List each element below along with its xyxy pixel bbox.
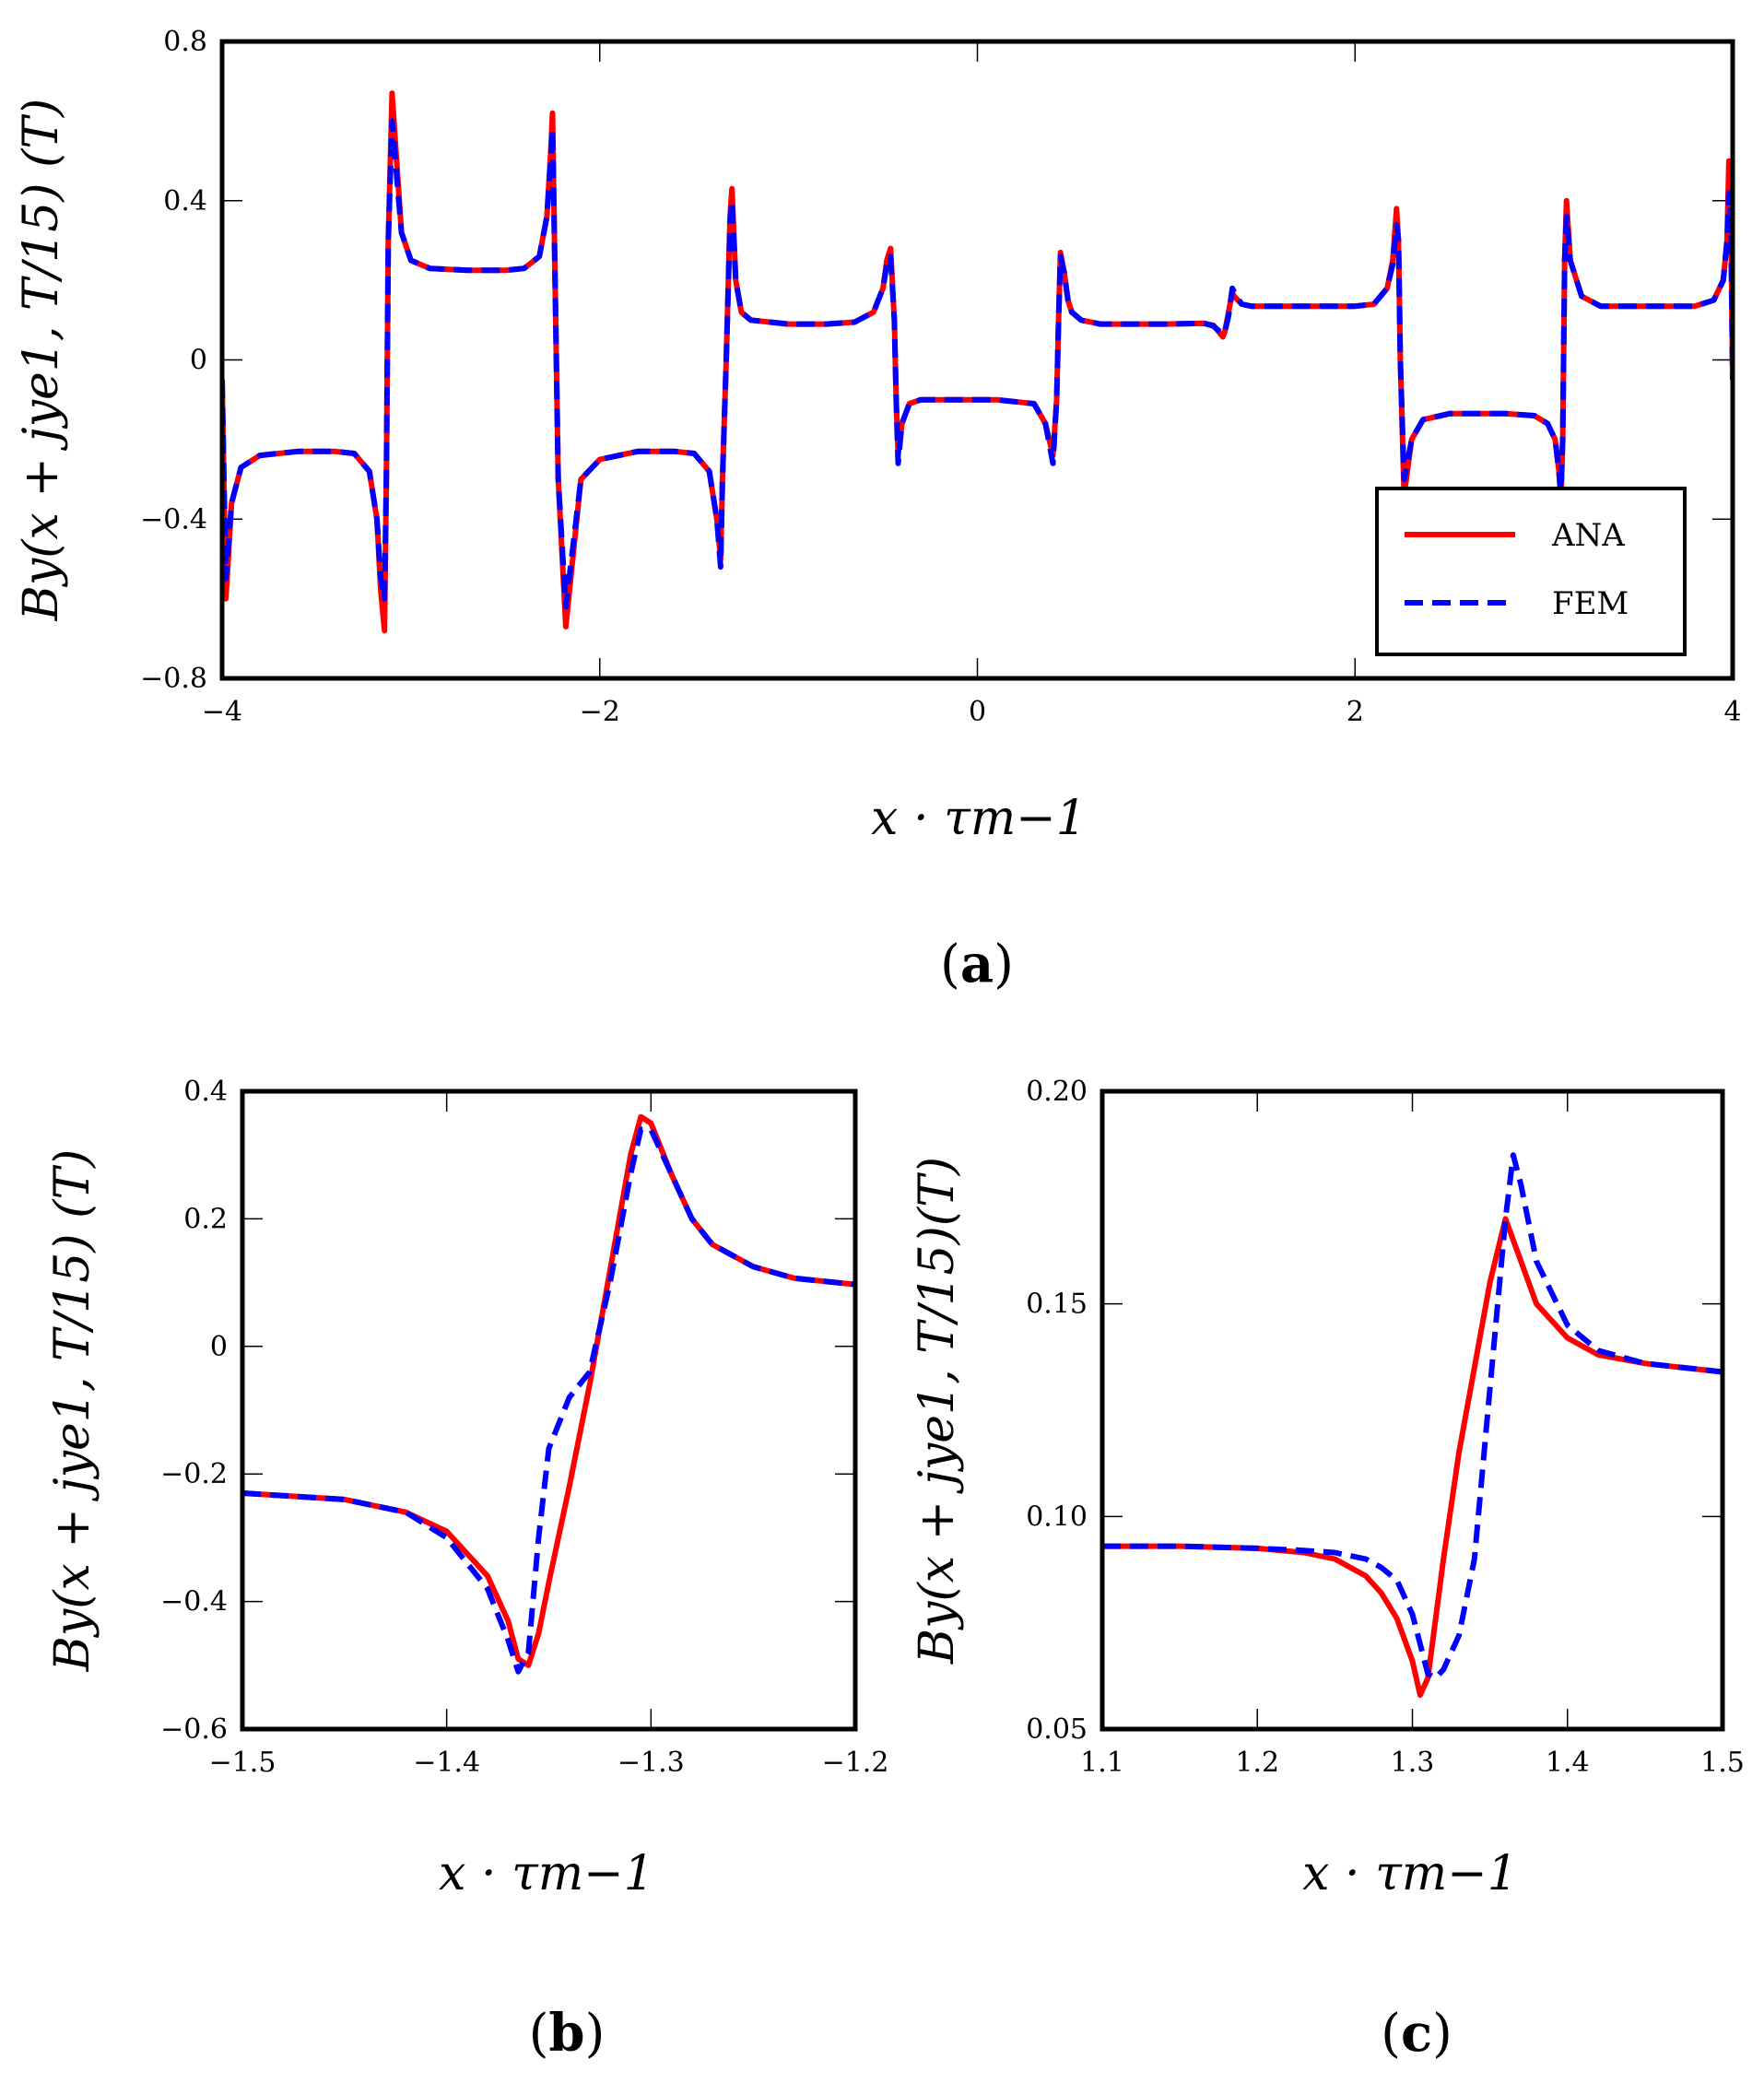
legend-label-ana: ANA — [1551, 517, 1625, 554]
chart-b: −1.5 −1.4 −1.3 −1.2 −0.6 −0.4 −0.2 0 0.2 0.4 x · τ… — [45, 1076, 888, 2064]
x-axis-label: x · τm−1 — [439, 1846, 654, 1901]
y-tick-label: −0.2 — [160, 1458, 228, 1490]
legend-box — [1375, 487, 1687, 656]
x-tick-label: −1.2 — [822, 1747, 889, 1779]
panel-paren: ) — [585, 2004, 606, 2064]
y-tick-label: 0.8 — [163, 26, 207, 58]
panel-paren: ( — [1381, 2004, 1401, 2064]
panel-paren: ) — [994, 935, 1014, 994]
x-tick-label: 1.3 — [1391, 1747, 1435, 1779]
panel-letter: c — [1401, 2003, 1432, 2064]
x-axis-label: x · τm−1 — [871, 791, 1087, 846]
y-axis-label: By(x + jye1, T/15) (T) — [14, 99, 69, 622]
y-tick-label: 0.05 — [1026, 1713, 1088, 1746]
chart-a: −4 −2 0 2 4 −0.8 −0.4 0 0.4 0.8 x · τm−1 By(x + jye… — [14, 26, 1742, 994]
series-line-ana — [1102, 1216, 1723, 1699]
y-axis-label: By(x + jye1, T/15)(T) — [910, 1157, 965, 1665]
legend: ANA FEM — [1375, 487, 1687, 656]
y-tick-label: 0 — [210, 1331, 228, 1363]
x-tick-label: 1.1 — [1080, 1747, 1124, 1779]
x-tick-label: 1.4 — [1546, 1747, 1590, 1779]
panel-label: (a) — [940, 934, 1014, 994]
panel-paren: ( — [940, 935, 960, 994]
x-tick-label: −4 — [202, 696, 242, 728]
series-line-fem — [242, 1126, 855, 1675]
panel-letter: a — [960, 934, 994, 994]
panel-paren: ) — [1432, 2004, 1452, 2064]
x-tick-label: 0 — [969, 696, 986, 728]
y-tick-label: 0.4 — [183, 1076, 228, 1108]
y-axis-label: By(x + jye1, T/15) (T) — [45, 1149, 100, 1673]
y-tick-label: 0.15 — [1026, 1289, 1088, 1321]
x-tick-label: 1.5 — [1700, 1747, 1745, 1779]
y-tick-label: 0.2 — [183, 1203, 228, 1235]
x-tick-label: −1.5 — [209, 1747, 276, 1779]
legend-label-fem: FEM — [1552, 585, 1629, 622]
y-tick-label: −0.4 — [140, 503, 207, 535]
plot-frame — [219, 39, 1735, 681]
x-axis-label: x · τm−1 — [1302, 1846, 1518, 1901]
x-tick-label: −1.4 — [413, 1747, 480, 1779]
y-tick-label: 0.4 — [163, 185, 207, 218]
y-tick-label: −0.8 — [140, 663, 207, 695]
y-tick-label: 0 — [190, 345, 207, 377]
plot-frame — [240, 1089, 858, 1732]
plot-frame — [1100, 1089, 1725, 1732]
y-tick-label: −0.6 — [160, 1713, 228, 1746]
series-line-ana — [242, 1113, 855, 1668]
series-line-fem — [1102, 1152, 1723, 1681]
series-line-fem — [222, 118, 1733, 610]
x-tick-label: 1.2 — [1235, 1747, 1279, 1779]
panel-label: (b) — [529, 2003, 606, 2064]
panel-label: (c) — [1381, 2003, 1452, 2064]
y-tick-label: 0.10 — [1026, 1500, 1088, 1533]
y-tick-label: 0.20 — [1026, 1076, 1088, 1108]
chart-c: 1.1 1.2 1.3 1.4 1.5 0.05 0.10 0.15 0.20 x · τm−1 B… — [910, 1076, 1745, 2064]
y-tick-label: −0.4 — [160, 1586, 228, 1618]
x-tick-label: 2 — [1347, 696, 1364, 728]
x-tick-label: −2 — [580, 696, 620, 728]
panel-letter: b — [548, 2003, 584, 2064]
x-tick-label: 4 — [1723, 696, 1741, 728]
x-tick-label: −1.3 — [617, 1747, 685, 1779]
panel-paren: ( — [529, 2004, 549, 2064]
